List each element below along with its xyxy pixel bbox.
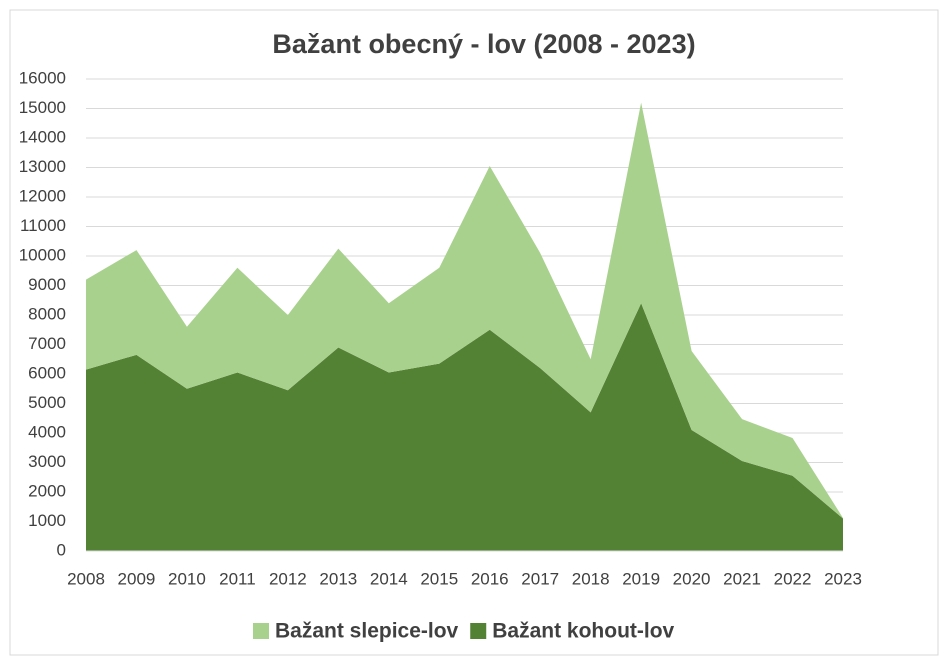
x-tick-label: 2012 <box>269 569 307 588</box>
y-tick-label: 11000 <box>20 216 66 235</box>
y-tick-label: 5000 <box>28 393 66 412</box>
y-tick-label: 12000 <box>19 186 66 205</box>
x-tick-label: 2014 <box>370 569 408 588</box>
x-tick-label: 2009 <box>118 569 156 588</box>
x-tick-label: 2017 <box>521 569 559 588</box>
x-tick-label: 2021 <box>723 569 761 588</box>
x-tick-label: 2015 <box>420 569 458 588</box>
y-tick-label: 0 <box>57 540 66 559</box>
y-tick-label: 9000 <box>28 275 66 294</box>
y-tick-label: 15000 <box>19 98 66 117</box>
legend-label: Bažant slepice-lov <box>275 620 459 643</box>
x-tick-label: 2023 <box>824 569 862 588</box>
x-tick-label: 2010 <box>168 569 206 588</box>
y-tick-label: 6000 <box>28 363 66 382</box>
y-tick-label: 13000 <box>19 157 66 176</box>
x-tick-label: 2020 <box>673 569 711 588</box>
y-tick-label: 1000 <box>28 511 66 530</box>
x-tick-label: 2018 <box>572 569 610 588</box>
y-tick-label: 8000 <box>28 304 66 323</box>
x-tick-label: 2016 <box>471 569 509 588</box>
x-tick-label: 2008 <box>67 569 105 588</box>
y-tick-label: 3000 <box>28 452 66 471</box>
x-tick-label: 2011 <box>219 569 256 588</box>
y-tick-label: 4000 <box>28 422 66 441</box>
x-tick-label: 2013 <box>319 569 357 588</box>
y-tick-label: 7000 <box>28 334 66 353</box>
x-tick-label: 2022 <box>774 569 812 588</box>
area <box>86 102 843 519</box>
legend-label: Bažant kohout-lov <box>492 620 674 643</box>
y-tick-label: 10000 <box>19 245 66 264</box>
legend-swatch <box>253 623 269 639</box>
x-tick-label: 2019 <box>622 569 660 588</box>
y-tick-label: 14000 <box>19 127 66 146</box>
y-tick-label: 2000 <box>28 481 66 500</box>
y-tick-label: 16000 <box>19 68 66 87</box>
legend-swatch <box>470 623 487 639</box>
chart-title: Bažant obecný - lov (2008 - 2023) <box>272 29 695 59</box>
area <box>86 303 843 551</box>
